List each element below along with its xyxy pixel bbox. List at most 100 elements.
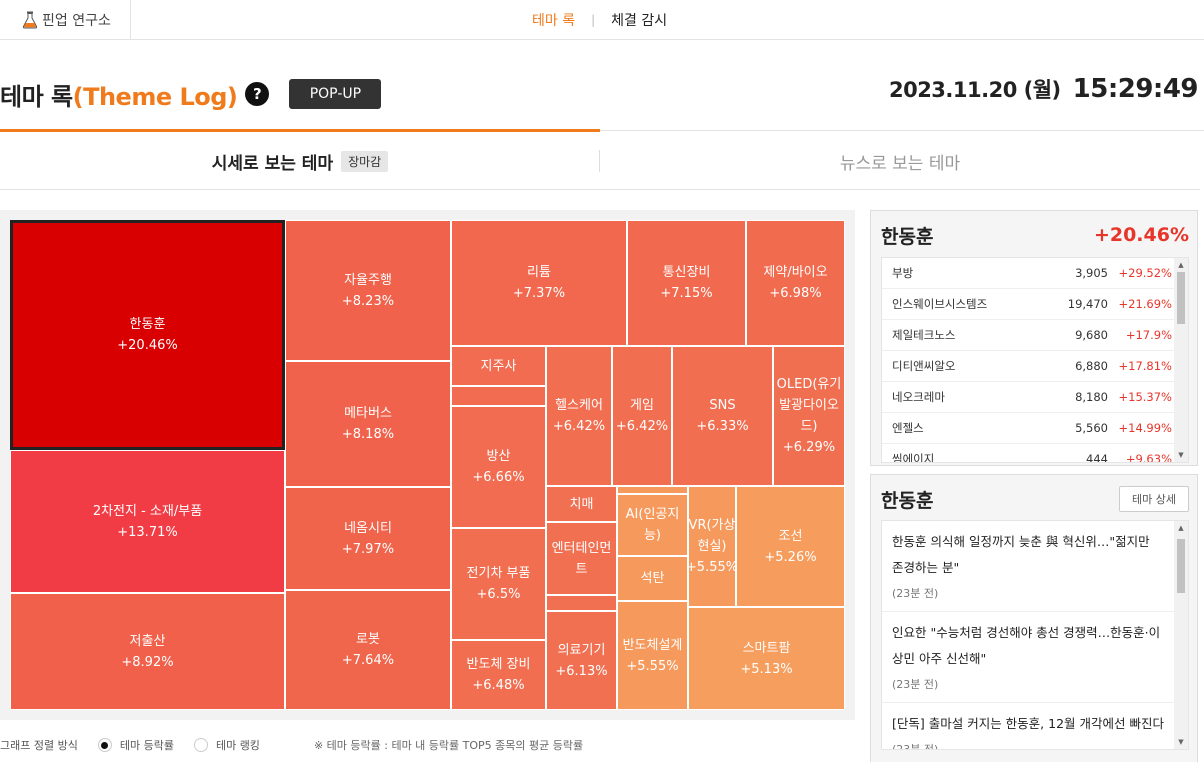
tile-name: SNS bbox=[709, 398, 736, 413]
treemap-tile[interactable]: 전기차 부품 +6.5% bbox=[451, 528, 546, 640]
treemap-tile[interactable]: 반도체 장비 +6.48% bbox=[451, 640, 546, 710]
treemap-tile[interactable]: AI(인공지능) bbox=[617, 494, 688, 556]
tile-name: 반도체 장비 bbox=[466, 657, 531, 672]
treemap-tile[interactable]: 의료기기 +6.13% bbox=[546, 611, 617, 710]
treemap-tile[interactable] bbox=[451, 386, 546, 406]
treemap-tile[interactable]: OLED(유기발광다이오드) +6.29% bbox=[773, 346, 845, 486]
divider bbox=[600, 130, 1204, 131]
nav-trade-watch[interactable]: 체결 감시 bbox=[611, 13, 668, 29]
treemap-tile[interactable]: 지주사 bbox=[451, 346, 546, 386]
tile-name: 한동훈 bbox=[129, 317, 166, 332]
tile-name: 치매 bbox=[569, 496, 594, 512]
stock-row[interactable]: 씸에이지 444 +9.63% bbox=[882, 444, 1188, 463]
treemap-tile[interactable]: 석탄 bbox=[617, 556, 688, 601]
nav-separator: | bbox=[591, 13, 596, 27]
treemap-tile[interactable]: SNS +6.33% bbox=[672, 346, 773, 486]
news-item[interactable]: 한동훈 의식해 일정까지 늦춘 與 혁신위…"젊지만 존경하는 분" (23분 전… bbox=[882, 521, 1188, 612]
treemap-tile[interactable]: 통신장비 +7.15% bbox=[627, 220, 746, 346]
stock-row[interactable]: 엔젤스 5,560 +14.99% bbox=[882, 413, 1188, 444]
scroll-thumb[interactable] bbox=[1177, 539, 1185, 593]
scroll-thumb[interactable] bbox=[1177, 272, 1185, 324]
treemap-tile[interactable]: 제약/바이오 +6.98% bbox=[746, 220, 845, 346]
stock-panel-header: 한동훈 +20.46% bbox=[881, 223, 1189, 248]
news-headline[interactable]: [단독] 출마설 커지는 한동훈, 12월 개각에선 빠진다 bbox=[892, 716, 1164, 731]
tile-name: 조선 bbox=[778, 528, 803, 544]
tile-name: 저출산 bbox=[129, 633, 166, 649]
news-headline[interactable]: 인요한 "수능처럼 경선해야 총선 경쟁력…한동훈·이상민 아주 신선해" bbox=[892, 625, 1161, 666]
sort-option-rate[interactable]: 테마 등락률 bbox=[97, 737, 174, 753]
stock-rate: +9.63% bbox=[1125, 452, 1172, 463]
tile-name: 리튬 bbox=[527, 265, 551, 280]
treemap-tile[interactable]: 헬스케어 +6.42% bbox=[546, 346, 612, 486]
news-item[interactable]: 인요한 "수능처럼 경선해야 총선 경쟁력…한동훈·이상민 아주 신선해" (23… bbox=[882, 612, 1188, 703]
tile-name: 반도체설계 bbox=[622, 637, 683, 653]
treemap-tile[interactable]: 방산 +6.66% bbox=[451, 406, 546, 528]
treemap-tile[interactable]: 스마트팜 +5.13% bbox=[688, 607, 845, 710]
stock-list[interactable]: 부방 3,905 +29.52% 인스웨이브시스템즈 19,470 +21.69% 제일테크… bbox=[881, 257, 1189, 463]
news-theme-name: 한동훈 bbox=[881, 489, 934, 512]
tile-rate: +6.48% bbox=[472, 678, 525, 693]
tile-name: 스마트팜 bbox=[742, 640, 791, 656]
radio-unchecked-icon[interactable] bbox=[193, 738, 208, 752]
treemap-tile[interactable]: 2차전지 - 소재/부품 +13.71% bbox=[10, 450, 285, 593]
tile-name: 석탄 bbox=[640, 571, 665, 586]
treemap-tile[interactable]: 로봇 +7.64% bbox=[285, 590, 451, 710]
scroll-up-icon[interactable]: ▲ bbox=[1178, 524, 1184, 532]
tab-price-theme-label: 시세로 보는 테마 bbox=[211, 153, 334, 174]
news-list[interactable]: 한동훈 의식해 일정까지 늦춘 與 혁신위…"젊지만 존경하는 분" (23분 전… bbox=[881, 520, 1189, 750]
news-list-scrollbar[interactable]: ▲ ▼ bbox=[1174, 521, 1188, 749]
tile-name: 2차전지 - 소재/부품 bbox=[92, 503, 203, 519]
treemap-tile[interactable]: 저출산 +8.92% bbox=[10, 593, 285, 710]
stock-list-scrollbar[interactable]: ▲ ▼ bbox=[1174, 258, 1188, 462]
scroll-up-icon[interactable]: ▲ bbox=[1178, 261, 1184, 269]
tile-rate: +7.37% bbox=[512, 286, 566, 301]
treemap-tile[interactable]: 한동훈 +20.46% bbox=[10, 220, 285, 450]
tab-price-theme[interactable]: 시세로 보는 테마 장마감 bbox=[0, 132, 600, 190]
theme-detail-button[interactable]: 테마 상세 bbox=[1119, 486, 1189, 512]
stock-price: 444 bbox=[1086, 452, 1108, 463]
stock-price: 3,905 bbox=[1075, 266, 1108, 280]
treemap-tile[interactable]: VR(가상현실) +5.55% bbox=[688, 486, 736, 607]
popup-button[interactable]: POP-UP bbox=[289, 79, 382, 109]
treemap-tile[interactable]: 자율주행 +8.23% bbox=[285, 220, 451, 361]
stock-name: 엔젤스 bbox=[892, 421, 924, 435]
news-item[interactable]: [단독] 출마설 커지는 한동훈, 12월 개각에선 빠진다 (23분 전) bbox=[882, 703, 1188, 749]
brand-label: 핀업 연구소 bbox=[42, 13, 111, 29]
stock-row[interactable]: 인스웨이브시스템즈 19,470 +21.69% bbox=[882, 289, 1188, 320]
help-icon[interactable]: ? bbox=[245, 82, 270, 106]
news-time: (23분 전) bbox=[892, 587, 939, 600]
tile-name: 자율주행 bbox=[344, 272, 392, 288]
sort-option-rank[interactable]: 테마 랭킹 bbox=[193, 737, 260, 753]
stock-price: 8,180 bbox=[1075, 390, 1108, 404]
treemap-tile[interactable]: 엔터테인먼트 bbox=[546, 522, 617, 595]
scroll-down-icon[interactable]: ▼ bbox=[1178, 738, 1184, 746]
treemap-tile[interactable]: 메타버스 +8.18% bbox=[285, 361, 451, 487]
tab-news-theme[interactable]: 뉴스로 보는 테마 bbox=[600, 132, 1200, 190]
treemap-tile[interactable]: 반도체설계 +5.55% bbox=[617, 601, 688, 710]
stock-row[interactable]: 제일테크노스 9,680 +17.9% bbox=[882, 320, 1188, 351]
stock-name: 씸에이지 bbox=[892, 452, 935, 463]
stock-rate: +17.81% bbox=[1118, 359, 1173, 373]
news-headline[interactable]: 한동훈 의식해 일정까지 늦춘 與 혁신위…"젊지만 존경하는 분" bbox=[892, 534, 1150, 575]
sort-option-rate-label: 테마 등락률 bbox=[119, 739, 174, 752]
treemap-tile[interactable] bbox=[546, 595, 617, 611]
stock-row[interactable]: 부방 3,905 +29.52% bbox=[882, 258, 1188, 289]
tile-name: 통신장비 bbox=[662, 265, 711, 280]
treemap-tile[interactable] bbox=[617, 486, 688, 494]
treemap-tile[interactable]: 게임 +6.42% bbox=[612, 346, 672, 486]
market-closed-badge: 장마감 bbox=[341, 150, 389, 172]
radio-checked-icon[interactable] bbox=[97, 738, 112, 752]
tile-name: 방산 bbox=[486, 449, 511, 464]
tile-rate: +8.18% bbox=[341, 427, 395, 442]
nav-theme-log[interactable]: 테마 록 bbox=[532, 13, 576, 29]
stock-row[interactable]: 디티앤씨알오 6,880 +17.81% bbox=[882, 351, 1188, 382]
stock-row[interactable]: 네오크레마 8,180 +15.37% bbox=[882, 382, 1188, 413]
treemap-tile[interactable]: 치매 bbox=[546, 486, 617, 522]
scroll-down-icon[interactable]: ▼ bbox=[1178, 451, 1184, 459]
treemap-tile[interactable]: 리튬 +7.37% bbox=[451, 220, 627, 346]
treemap-tile[interactable]: 네옴시티 +7.97% bbox=[285, 487, 451, 590]
treemap-tile[interactable]: 조선 +5.26% bbox=[736, 486, 845, 607]
datetime: 2023.11.20 (월) 15:29:49 bbox=[889, 74, 1199, 108]
brand-link[interactable]: 핀업 연구소 bbox=[0, 0, 131, 40]
title-row: 테마 록(Theme Log) ? POP-UP bbox=[0, 72, 382, 116]
